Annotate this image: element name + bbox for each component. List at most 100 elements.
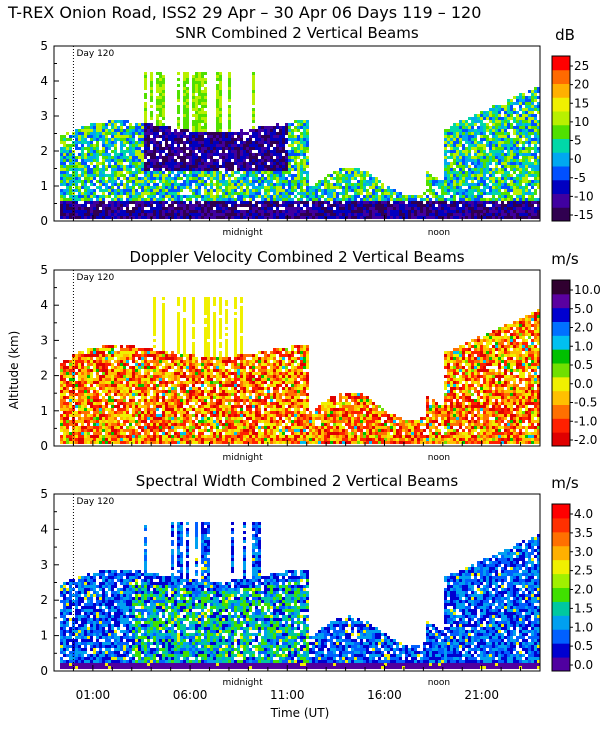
y-tick-label: 0 [40,439,48,453]
colorbar-segment [552,207,570,222]
colorbar-segment [552,363,570,378]
colorbar-unit: m/s [551,250,579,268]
colorbar-segment [552,432,570,447]
colorbar-label: 0.0 [574,377,593,391]
colorbar-segment [552,629,570,644]
y-axis-label: Altitude (km) [7,331,21,410]
colorbar [551,503,573,672]
colorbar-segment [552,587,570,602]
panel-title: SNR Combined 2 Vertical Beams [175,24,418,42]
day-marker-label: Day 120 [76,49,114,59]
colorbar-segment [552,193,570,208]
y-tick-label: 3 [40,333,48,347]
colorbar-segment [552,615,570,630]
colorbar-segment [552,56,570,71]
y-tick-label: 2 [40,369,48,383]
colorbar [551,279,573,447]
colorbar-segment [552,643,570,658]
midnight-label: midnight [222,228,263,238]
colorbar-segment [552,573,570,588]
colorbar-label: 15 [574,96,589,110]
colorbar-frame [551,279,571,447]
colorbar-label: 0.0 [574,658,593,672]
y-tick-label: 0 [40,664,48,678]
colorbar-segment [552,124,570,139]
colorbar-segment [552,138,570,153]
colorbar [551,55,573,222]
colorbar-label: 0 [574,152,582,166]
colorbar-label: 2.5 [574,564,593,578]
data-field [60,522,540,669]
day-marker-label: Day 120 [76,497,114,507]
y-tick-label: 2 [40,593,48,607]
colorbar-segment [552,293,570,309]
colorbar-label: 4.0 [574,507,593,521]
colorbar-label: 25 [574,59,589,73]
colorbar-label: -2.0 [574,433,597,447]
colorbar-segment [552,376,570,392]
colorbar-segment [552,280,570,295]
colorbar-segment [552,601,570,616]
colorbar-label: -10 [574,189,594,203]
colorbar-segment [552,418,570,433]
spectral-width-panel: Spectral Width Combined 2 Vertical Beams… [40,472,593,702]
noon-label: noon [428,678,450,688]
figure-title: T-REX Onion Road, ISS2 29 Apr – 30 Apr 0… [7,3,481,22]
y-tick-label: 3 [40,109,48,123]
colorbar-unit: dB [555,26,575,44]
colorbar-segment [552,531,570,547]
x-tick-label: 06:00 [173,688,208,702]
colorbar-label: 2.0 [574,321,593,335]
colorbar-label: 2.0 [574,583,593,597]
midnight-label: midnight [222,678,263,688]
colorbar-segment [552,404,570,419]
colorbar-label: -5 [574,171,586,185]
colorbar-segment [552,111,570,126]
colorbar-label: 3.5 [574,526,593,540]
colorbar-frame [551,503,571,672]
colorbar-segment [552,390,570,405]
colorbar-segment [552,69,570,84]
colorbar-segment [552,307,570,322]
data-field [60,72,540,219]
noon-label: noon [428,228,450,238]
y-tick-label: 1 [40,404,48,418]
y-tick-label: 4 [40,74,48,88]
colorbar-label: 1.0 [574,339,593,353]
y-tick-label: 4 [40,522,48,536]
colorbar-label: 10 [574,115,589,129]
colorbar-segment [552,152,570,167]
panel-title: Doppler Velocity Combined 2 Vertical Bea… [129,248,464,266]
colorbar-label: 1.5 [574,601,593,615]
y-tick-label: 5 [40,263,48,277]
colorbar-frame [551,55,571,222]
colorbar-segment [552,321,570,336]
colorbar-segment [552,559,570,575]
y-tick-label: 1 [40,179,48,193]
y-tick-label: 3 [40,558,48,572]
day-marker-label: Day 120 [76,273,114,283]
y-tick-label: 4 [40,298,48,312]
colorbar-segment [552,166,570,181]
colorbar-segment [552,179,570,194]
colorbar-segment [552,83,570,98]
colorbar-label: 1.0 [574,620,593,634]
colorbar-unit: m/s [551,474,579,492]
colorbar-label: 0.5 [574,639,593,653]
colorbar-label: 10.0 [574,283,600,297]
y-tick-label: 5 [40,39,48,53]
snr-panel: SNR Combined 2 Vertical Beams 0 1 2 3 4 5 midni… [40,24,593,238]
colorbar-label: 5.0 [574,302,593,316]
x-axis-label: Time (UT) [270,706,330,720]
y-tick-label: 2 [40,144,48,158]
colorbar-label: 20 [574,78,589,92]
colorbar-label: 3.0 [574,545,593,559]
data-field [60,297,540,444]
x-tick-label: 21:00 [464,688,499,702]
colorbar-segment [552,97,570,112]
colorbar-segment [552,349,570,364]
x-tick-label: 16:00 [367,688,402,702]
y-tick-label: 1 [40,629,48,643]
noon-label: noon [428,453,450,463]
